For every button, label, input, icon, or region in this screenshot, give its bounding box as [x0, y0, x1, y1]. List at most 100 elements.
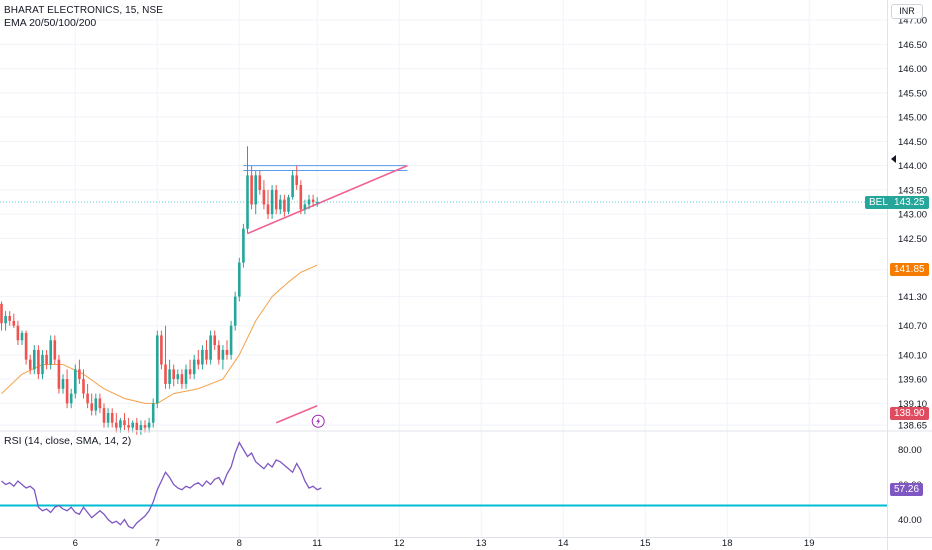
candle-body	[246, 175, 249, 229]
candle-layer	[0, 146, 319, 435]
candle	[94, 393, 98, 416]
candle-body	[131, 422, 134, 428]
candle-body	[94, 398, 98, 411]
y-tick-label: 139.10	[898, 399, 927, 410]
candle	[201, 345, 204, 370]
x-tick-label: 15	[640, 538, 651, 549]
y-tick-label: 146.00	[898, 64, 927, 75]
candle	[0, 301, 3, 331]
candle-body	[250, 175, 253, 205]
y-tick-label: 141.30	[898, 292, 927, 303]
rsi-pane	[0, 441, 887, 530]
candle-body	[287, 197, 290, 212]
candle-body	[37, 349, 40, 375]
candle	[65, 369, 69, 409]
y-tick-label: 144.50	[898, 137, 927, 148]
candle-body	[90, 403, 93, 411]
candle	[74, 364, 77, 399]
candle	[258, 170, 262, 195]
candle-body	[168, 369, 171, 384]
candle	[287, 194, 290, 215]
symbol-title[interactable]: BHARAT ELECTRONICS, 15, NSE	[4, 5, 164, 16]
candle-body	[139, 425, 143, 430]
candle-body	[242, 228, 245, 263]
candle	[168, 359, 171, 389]
candle	[299, 180, 303, 215]
candle-body	[217, 345, 221, 360]
candle-body	[233, 296, 237, 326]
last-price-label: 143.25	[890, 195, 929, 209]
candle	[176, 369, 180, 384]
last-price-value: 143.25	[894, 196, 925, 208]
x-tick-label: 13	[476, 538, 487, 549]
candle-body	[188, 369, 192, 375]
candle	[86, 383, 89, 409]
rsi-value-label: 57.26	[890, 482, 924, 496]
candle-body	[74, 369, 77, 394]
candle	[164, 325, 167, 389]
candle	[180, 369, 184, 389]
candle-body	[24, 332, 28, 360]
rsi-tick-label: 80.00	[898, 445, 922, 456]
candle	[28, 354, 32, 375]
y-tick-label: 144.00	[898, 161, 927, 172]
candle-body	[53, 340, 57, 360]
candle-body	[315, 202, 319, 204]
candle	[188, 359, 192, 380]
candle-body	[279, 199, 282, 210]
candle	[123, 413, 126, 430]
trendline-target	[275, 405, 318, 424]
candle-body	[156, 335, 159, 404]
candle	[110, 408, 114, 428]
y-tick-label: 140.10	[898, 350, 927, 361]
candle-body	[16, 325, 20, 341]
candle-body	[311, 199, 315, 203]
candle-body	[180, 374, 184, 384]
candle-body	[184, 369, 188, 384]
candle	[4, 311, 7, 331]
y-tick-label: 146.50	[898, 40, 927, 51]
rsi-line	[1, 441, 322, 530]
candle-body	[57, 359, 61, 389]
ema-layer	[1, 264, 318, 404]
lightning-icon	[311, 414, 325, 428]
scroll-arrow-icon	[891, 155, 896, 163]
candle-body	[127, 425, 130, 428]
candle	[221, 345, 225, 370]
x-tick-label: 14	[558, 538, 569, 549]
candle-body	[283, 199, 286, 212]
grid	[0, 0, 887, 537]
candle-body	[82, 379, 85, 394]
candle-body	[151, 403, 155, 423]
y-tick-label: 140.70	[898, 321, 927, 332]
candle-body	[213, 335, 216, 346]
y-tick-label: 147.00	[898, 16, 927, 27]
candle-body	[176, 374, 180, 380]
candle	[61, 374, 65, 394]
candle	[303, 199, 307, 215]
candle	[311, 194, 315, 207]
candle	[217, 340, 221, 365]
candle-body	[4, 316, 7, 324]
candle	[254, 170, 257, 215]
candle-body	[291, 175, 294, 198]
candle	[209, 330, 212, 365]
candle-body	[65, 379, 69, 404]
candle	[266, 189, 270, 219]
candle	[213, 330, 216, 350]
currency-badge[interactable]: INR	[891, 4, 923, 19]
ema-indicator-legend[interactable]: EMA 20/50/100/200	[4, 17, 97, 29]
drawing-price-value: 138.90	[894, 407, 925, 419]
candle-body	[238, 262, 241, 297]
candle-body	[12, 320, 16, 326]
rsi-indicator-legend[interactable]: RSI (14, close, SMA, 14, 2)	[4, 435, 132, 447]
candle-body	[254, 175, 257, 205]
candle	[192, 354, 196, 380]
ema-line	[1, 264, 318, 404]
trendline-layer[interactable]	[243, 164, 408, 428]
candle	[90, 393, 93, 416]
candle	[119, 417, 122, 433]
candle-body	[98, 398, 102, 409]
